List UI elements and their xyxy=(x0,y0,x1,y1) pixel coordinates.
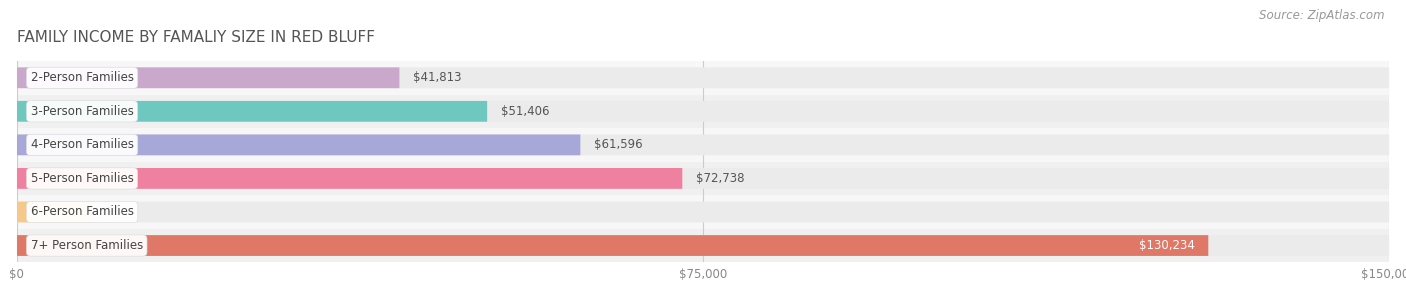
FancyBboxPatch shape xyxy=(17,202,1389,222)
Text: 6-Person Families: 6-Person Families xyxy=(31,206,134,218)
FancyBboxPatch shape xyxy=(17,128,1389,162)
FancyBboxPatch shape xyxy=(17,67,1389,88)
FancyBboxPatch shape xyxy=(17,235,1208,256)
Text: $72,738: $72,738 xyxy=(696,172,745,185)
FancyBboxPatch shape xyxy=(17,101,486,122)
FancyBboxPatch shape xyxy=(17,135,581,155)
Text: 2-Person Families: 2-Person Families xyxy=(31,71,134,84)
Text: 4-Person Families: 4-Person Families xyxy=(31,138,134,151)
FancyBboxPatch shape xyxy=(17,67,399,88)
FancyBboxPatch shape xyxy=(17,61,1389,95)
Text: FAMILY INCOME BY FAMALIY SIZE IN RED BLUFF: FAMILY INCOME BY FAMALIY SIZE IN RED BLU… xyxy=(17,30,375,45)
Text: 7+ Person Families: 7+ Person Families xyxy=(31,239,143,252)
Text: $41,813: $41,813 xyxy=(413,71,461,84)
Text: Source: ZipAtlas.com: Source: ZipAtlas.com xyxy=(1260,9,1385,22)
Text: 5-Person Families: 5-Person Families xyxy=(31,172,134,185)
Text: $130,234: $130,234 xyxy=(1139,239,1195,252)
FancyBboxPatch shape xyxy=(17,202,93,222)
FancyBboxPatch shape xyxy=(17,168,682,189)
FancyBboxPatch shape xyxy=(17,101,1389,122)
FancyBboxPatch shape xyxy=(17,195,1389,229)
FancyBboxPatch shape xyxy=(17,95,1389,128)
Text: $61,596: $61,596 xyxy=(595,138,643,151)
Text: $51,406: $51,406 xyxy=(501,105,550,118)
Text: 3-Person Families: 3-Person Families xyxy=(31,105,134,118)
FancyBboxPatch shape xyxy=(17,135,1389,155)
FancyBboxPatch shape xyxy=(17,229,1389,262)
FancyBboxPatch shape xyxy=(17,168,1389,189)
FancyBboxPatch shape xyxy=(17,162,1389,195)
FancyBboxPatch shape xyxy=(17,235,1389,256)
Text: $0: $0 xyxy=(105,206,121,218)
